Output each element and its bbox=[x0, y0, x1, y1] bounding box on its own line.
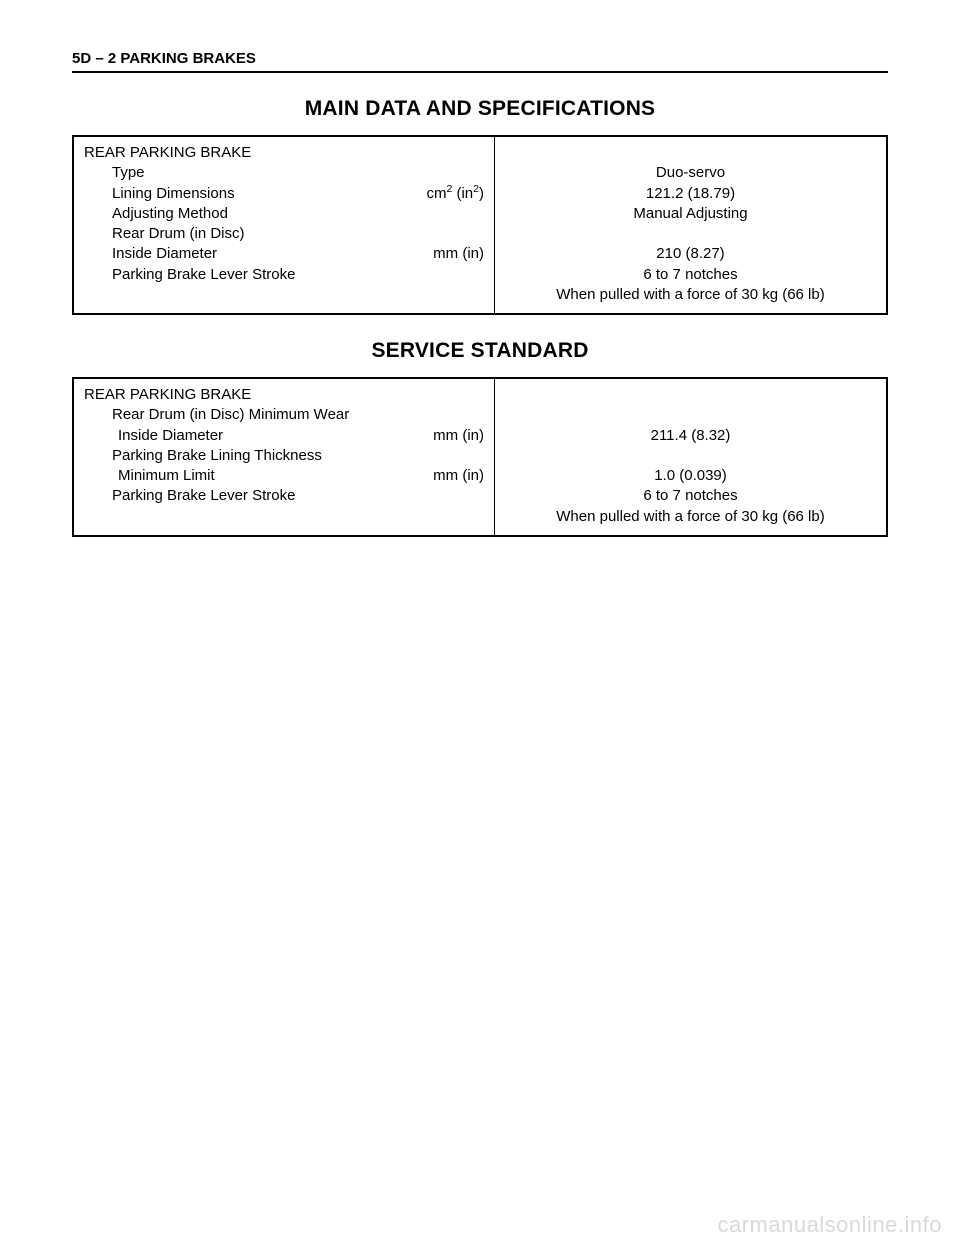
t1-lining-unit: cm2 (in2) bbox=[404, 184, 484, 204]
t2-stroke-unit bbox=[404, 486, 484, 506]
t1-heading: REAR PARKING BRAKE bbox=[84, 143, 484, 163]
page-header: 5D – 2 PARKING BRAKES bbox=[72, 50, 888, 73]
t2-blank2 bbox=[505, 405, 876, 425]
t2-diameter-label: Inside Diameter bbox=[118, 426, 404, 446]
t1-type-unit bbox=[404, 163, 484, 183]
t2-drum-unit bbox=[404, 405, 484, 425]
t1-lining-label: Lining Dimensions bbox=[112, 184, 404, 204]
t2-blank3 bbox=[505, 446, 876, 466]
t1-stroke-note: When pulled with a force of 30 kg (66 lb… bbox=[505, 285, 876, 305]
t2-stroke-label: Parking Brake Lever Stroke bbox=[112, 486, 404, 506]
t1-drum-val bbox=[505, 224, 876, 244]
t1-diameter-label: Inside Diameter bbox=[112, 244, 404, 264]
t1-type-val: Duo-servo bbox=[505, 163, 876, 183]
watermark: carmanualsonline.info bbox=[717, 1212, 942, 1238]
t2-thickness-label: Parking Brake Lining Thickness bbox=[112, 446, 404, 466]
t1-stroke-val: 6 to 7 notches bbox=[505, 265, 876, 285]
u-mid: (in bbox=[452, 185, 473, 202]
t2-heading: REAR PARKING BRAKE bbox=[84, 385, 484, 405]
section-title-main-data: MAIN DATA AND SPECIFICATIONS bbox=[72, 97, 888, 121]
t2-stroke-val: 6 to 7 notches bbox=[505, 486, 876, 506]
t2-thickness-unit bbox=[404, 446, 484, 466]
service-standard-table: REAR PARKING BRAKE Rear Drum (in Disc) M… bbox=[72, 377, 888, 537]
t2-diameter-unit: mm (in) bbox=[404, 426, 484, 446]
u-post: ) bbox=[479, 185, 484, 202]
t2-stroke-note: When pulled with a force of 30 kg (66 lb… bbox=[505, 507, 876, 527]
t2-limit-label: Minimum Limit bbox=[118, 466, 404, 486]
u-pre: cm bbox=[426, 185, 446, 202]
t2-drum-label: Rear Drum (in Disc) Minimum Wear bbox=[112, 405, 404, 425]
t2-limit-unit: mm (in) bbox=[404, 466, 484, 486]
t1-stroke-unit bbox=[404, 265, 484, 285]
t1-drum-label: Rear Drum (in Disc) bbox=[112, 224, 404, 244]
section-title-service-standard: SERVICE STANDARD bbox=[72, 339, 888, 363]
t1-adjust-unit bbox=[404, 204, 484, 224]
t1-type-label: Type bbox=[112, 163, 404, 183]
t1-diameter-unit: mm (in) bbox=[404, 244, 484, 264]
t1-drum-unit bbox=[404, 224, 484, 244]
t2-limit-val: 1.0 (0.039) bbox=[505, 466, 876, 486]
t1-adjust-label: Adjusting Method bbox=[112, 204, 404, 224]
t1-diameter-val: 210 (8.27) bbox=[505, 244, 876, 264]
t2-blank1 bbox=[505, 385, 876, 405]
main-data-table: REAR PARKING BRAKE Type Lining Dimension… bbox=[72, 135, 888, 315]
t2-diameter-val: 211.4 (8.32) bbox=[505, 426, 876, 446]
t1-stroke-label: Parking Brake Lever Stroke bbox=[112, 265, 404, 285]
t1-blank bbox=[505, 143, 876, 163]
t1-adjust-val: Manual Adjusting bbox=[505, 204, 876, 224]
t1-lining-val: 121.2 (18.79) bbox=[505, 184, 876, 204]
